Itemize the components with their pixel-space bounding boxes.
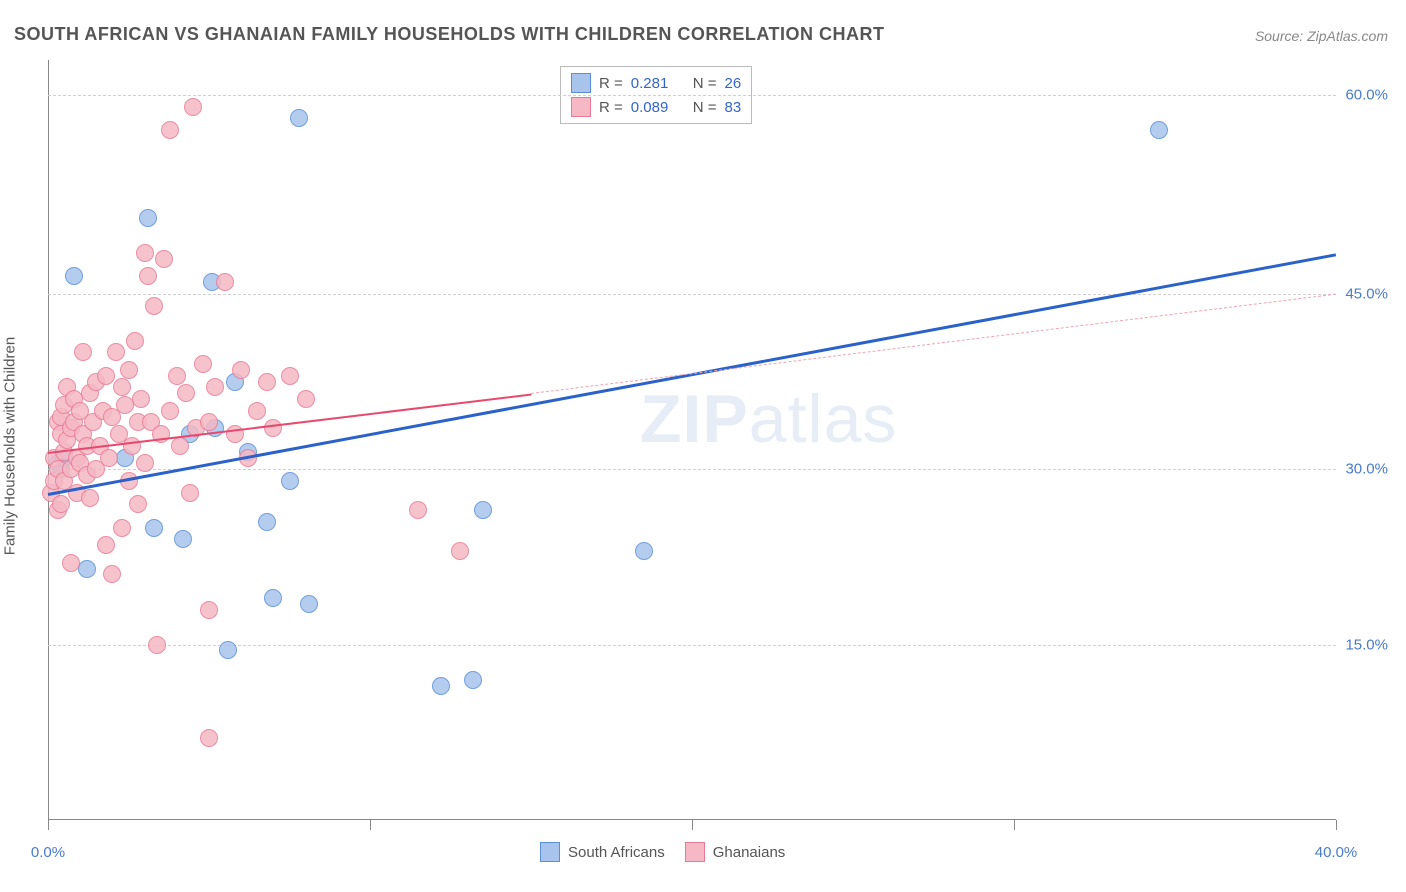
scatter-point <box>281 472 299 490</box>
scatter-point <box>635 542 653 560</box>
legend-swatch <box>540 842 560 862</box>
scatter-point <box>248 402 266 420</box>
scatter-point <box>171 437 189 455</box>
scatter-point <box>78 560 96 578</box>
scatter-point <box>161 121 179 139</box>
scatter-point <box>409 501 427 519</box>
legend-correlation-row: R = 0.281 N = 26 <box>571 71 741 95</box>
scatter-point <box>65 267 83 285</box>
legend-n-label: N = <box>693 99 717 116</box>
scatter-point <box>177 384 195 402</box>
x-tick-label: 0.0% <box>31 844 65 861</box>
x-tick-label: 40.0% <box>1315 844 1358 861</box>
scatter-point <box>290 109 308 127</box>
legend-r-label: R = <box>599 75 623 92</box>
scatter-point <box>113 378 131 396</box>
chart-container: SOUTH AFRICAN VS GHANAIAN FAMILY HOUSEHO… <box>0 0 1406 892</box>
x-tick <box>1336 820 1337 830</box>
chart-title: SOUTH AFRICAN VS GHANAIAN FAMILY HOUSEHO… <box>14 24 885 45</box>
scatter-point <box>264 419 282 437</box>
y-tick-label: 45.0% <box>1345 285 1388 302</box>
scatter-point <box>155 250 173 268</box>
legend-series: South Africans Ghanaians <box>540 842 785 862</box>
scatter-point <box>145 519 163 537</box>
scatter-point <box>132 390 150 408</box>
scatter-point <box>297 390 315 408</box>
scatter-point <box>184 98 202 116</box>
scatter-point <box>136 244 154 262</box>
y-tick-label: 30.0% <box>1345 461 1388 478</box>
scatter-point <box>148 636 166 654</box>
scatter-point <box>113 519 131 537</box>
x-tick <box>48 820 49 830</box>
scatter-point <box>168 367 186 385</box>
scatter-point <box>161 402 179 420</box>
scatter-point <box>200 413 218 431</box>
scatter-point <box>258 373 276 391</box>
scatter-point <box>1150 121 1168 139</box>
legend-r-value: 0.089 <box>631 99 685 116</box>
scatter-point <box>281 367 299 385</box>
scatter-point <box>97 367 115 385</box>
scatter-point <box>300 595 318 613</box>
y-tick-label: 15.0% <box>1345 636 1388 653</box>
scatter-point <box>123 437 141 455</box>
y-tick-label: 60.0% <box>1345 87 1388 104</box>
scatter-point <box>107 343 125 361</box>
legend-r-value: 0.281 <box>631 75 685 92</box>
scatter-point <box>126 332 144 350</box>
legend-swatch <box>571 97 591 117</box>
legend-series-item: South Africans <box>540 842 665 862</box>
scatter-point <box>451 542 469 560</box>
legend-correlation-row: R = 0.089 N = 83 <box>571 95 741 119</box>
scatter-point <box>219 641 237 659</box>
scatter-point <box>103 565 121 583</box>
legend-r-label: R = <box>599 99 623 116</box>
scatter-point <box>206 378 224 396</box>
y-axis-label: Family Households with Children <box>2 337 19 555</box>
scatter-point <box>139 209 157 227</box>
x-tick <box>692 820 693 830</box>
scatter-point <box>200 729 218 747</box>
scatter-point <box>264 589 282 607</box>
legend-series-label: South Africans <box>568 844 665 861</box>
source-label: Source: ZipAtlas.com <box>1255 28 1388 44</box>
grid-line-h <box>48 645 1336 646</box>
scatter-point <box>136 454 154 472</box>
scatter-point <box>97 536 115 554</box>
scatter-point <box>81 489 99 507</box>
scatter-point <box>474 501 492 519</box>
legend-n-label: N = <box>693 75 717 92</box>
legend-n-value: 26 <box>725 75 742 92</box>
scatter-point <box>216 273 234 291</box>
scatter-point <box>200 601 218 619</box>
scatter-point <box>52 495 70 513</box>
scatter-point <box>145 297 163 315</box>
scatter-point <box>464 671 482 689</box>
scatter-point <box>258 513 276 531</box>
legend-n-value: 83 <box>725 99 742 116</box>
scatter-point <box>100 449 118 467</box>
legend-series-item: Ghanaians <box>685 842 786 862</box>
x-tick <box>370 820 371 830</box>
scatter-point <box>74 343 92 361</box>
legend-swatch <box>685 842 705 862</box>
scatter-point <box>62 554 80 572</box>
scatter-point <box>129 495 147 513</box>
grid-line-h <box>48 469 1336 470</box>
grid-line-h <box>48 95 1336 96</box>
scatter-point <box>139 267 157 285</box>
scatter-point <box>120 361 138 379</box>
x-tick <box>1014 820 1015 830</box>
scatter-point <box>181 484 199 502</box>
scatter-point <box>432 677 450 695</box>
scatter-point <box>232 361 250 379</box>
legend-swatch <box>571 73 591 93</box>
legend-series-label: Ghanaians <box>713 844 786 861</box>
scatter-point <box>194 355 212 373</box>
scatter-point <box>174 530 192 548</box>
grid-line-h <box>48 294 1336 295</box>
